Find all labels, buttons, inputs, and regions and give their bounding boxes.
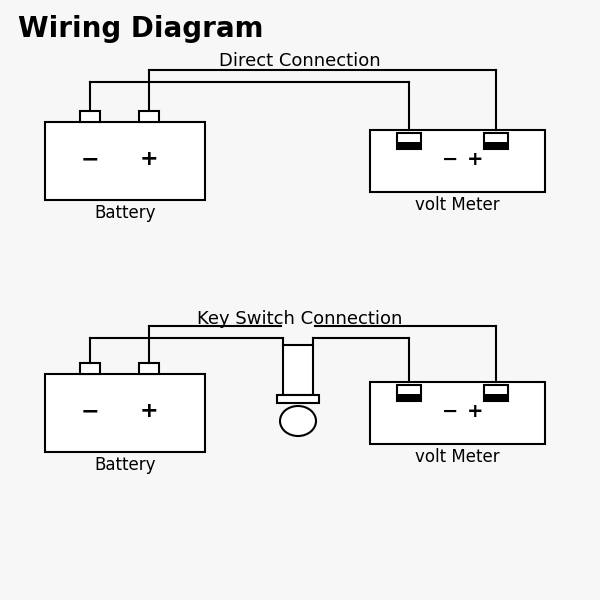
Bar bbox=[45, 374, 205, 452]
Bar bbox=[397, 394, 421, 401]
Ellipse shape bbox=[280, 406, 316, 436]
Text: −: − bbox=[442, 402, 458, 421]
Text: Battery: Battery bbox=[94, 456, 156, 474]
Bar bbox=[484, 133, 508, 149]
Text: +: + bbox=[467, 150, 483, 169]
Bar bbox=[370, 130, 545, 192]
Text: volt Meter: volt Meter bbox=[415, 448, 500, 466]
Bar bbox=[139, 111, 159, 122]
Text: +: + bbox=[467, 402, 483, 421]
Text: volt Meter: volt Meter bbox=[415, 196, 500, 214]
Text: Key Switch Connection: Key Switch Connection bbox=[197, 310, 403, 328]
Bar bbox=[139, 363, 159, 374]
Text: −: − bbox=[80, 401, 99, 421]
Bar bbox=[80, 363, 100, 374]
Text: Direct Connection: Direct Connection bbox=[219, 52, 381, 70]
Bar bbox=[484, 394, 508, 401]
Bar bbox=[80, 111, 100, 122]
Bar bbox=[397, 133, 421, 149]
Text: +: + bbox=[140, 401, 158, 421]
Text: Battery: Battery bbox=[94, 204, 156, 222]
Bar bbox=[370, 382, 545, 444]
Bar bbox=[283, 345, 313, 395]
Text: −: − bbox=[442, 150, 458, 169]
Bar bbox=[484, 385, 508, 401]
Bar bbox=[484, 142, 508, 149]
Text: Wiring Diagram: Wiring Diagram bbox=[18, 15, 263, 43]
Bar bbox=[397, 142, 421, 149]
Text: +: + bbox=[140, 149, 158, 169]
Bar bbox=[277, 395, 319, 403]
Text: −: − bbox=[80, 149, 99, 169]
Bar bbox=[397, 385, 421, 401]
Bar bbox=[45, 122, 205, 200]
